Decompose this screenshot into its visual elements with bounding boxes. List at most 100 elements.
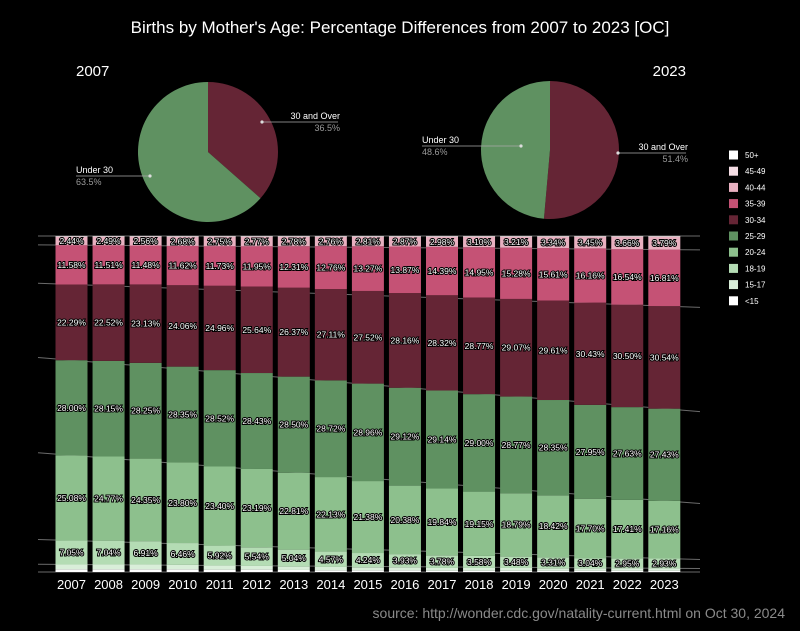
bar-2010-20-24 (166, 462, 199, 544)
bar-2011-35-39 (203, 246, 236, 286)
pie-2023-title: 2023 (653, 63, 686, 80)
data-label-2016-30-34: 28.16% (391, 335, 420, 345)
legend-label: <15 (745, 297, 759, 306)
data-label-2017-40-44: 2.98% (430, 237, 455, 247)
bar-2018-15-17 (463, 567, 496, 571)
bar-2018-45-49 (463, 236, 496, 237)
bar-2022-20-24 (611, 499, 644, 559)
bar-2007-20-24 (55, 455, 88, 541)
bar-2015-20-24 (351, 481, 384, 554)
data-label-2014-18-19: 4.57% (319, 554, 344, 564)
bar-2022-35-39 (611, 249, 644, 305)
bar-2010-35-39 (166, 245, 199, 286)
bar-2023-18-19 (648, 558, 681, 569)
x-tick-label: 2009 (131, 577, 160, 592)
data-label-2008-30-34: 22.52% (94, 318, 123, 328)
data-label-2008-40-44: 2.49% (96, 236, 121, 246)
pie-charts: Under 30 63.5% 30 and Over 36.5% Under 30 48.… (76, 80, 688, 223)
bar-2014-20-24 (314, 477, 347, 552)
bar-2008-<15 (92, 569, 125, 572)
pie-slice-percent: 63.5% (76, 177, 102, 187)
data-label-2009-30-34: 23.13% (131, 319, 160, 329)
data-label-2020-30-34: 29.61% (539, 345, 568, 355)
bar-2018-18-19 (463, 555, 496, 568)
data-label-2015-30-34: 27.52% (353, 332, 382, 342)
bar-2020-<15 (537, 570, 570, 572)
stacked-bars: 7.05% 25.08% 28.00% 22.29% 11.58% 2.44% 7.04% 2… (37, 235, 701, 573)
legend-label: 30-34 (745, 216, 766, 225)
data-label-2012-30-34: 25.64% (242, 325, 271, 335)
data-label-2015-35-39: 13.27% (353, 264, 382, 274)
pie-2007-title: 2007 (76, 63, 109, 80)
bar-2023-20-24 (648, 500, 681, 559)
bar-2007-30-34 (55, 284, 88, 361)
bar-2009-30-34 (129, 284, 162, 363)
data-label-2015-25-29: 28.96% (353, 427, 382, 437)
bar-2021-18-19 (574, 558, 607, 569)
bar-2023-25-29 (648, 408, 681, 501)
data-label-2022-25-29: 27.63% (613, 449, 642, 459)
data-label-2017-25-29: 29.14% (428, 435, 457, 445)
bar-2012-15-17 (240, 565, 273, 570)
bar-2012-25-29 (240, 373, 273, 469)
legend-swatch-25-29 (729, 231, 738, 241)
bar-2023-<15 (648, 570, 681, 572)
data-label-2008-18-19: 7.04% (96, 548, 121, 558)
data-label-2008-25-29: 28.15% (94, 404, 123, 414)
bar-2017-15-17 (426, 567, 458, 571)
bar-2019-35-39 (500, 247, 533, 299)
bar-2008-45-49 (92, 236, 125, 237)
legend-swatch-40-44 (729, 182, 738, 192)
bar-2018-35-39 (463, 247, 496, 298)
bar-2008-40-44 (92, 236, 125, 246)
bar-2010-<15 (166, 569, 199, 572)
data-label-2010-25-29: 28.35% (168, 410, 197, 420)
data-label-2023-40-44: 3.79% (652, 238, 677, 248)
bar-2019-40-44 (500, 236, 533, 248)
bar-2016-<15 (388, 570, 421, 572)
bar-2019-45-49 (500, 236, 533, 237)
bar-2021-20-24 (574, 498, 607, 559)
bar-2012-45-49 (240, 236, 273, 237)
bar-2020-20-24 (537, 495, 570, 558)
data-label-2015-40-44: 2.81% (356, 237, 381, 247)
data-label-2019-20-24: 18.79% (502, 520, 531, 530)
bar-2014-35-39 (314, 246, 347, 290)
bar-2016-20-24 (388, 485, 421, 555)
source-note: source: http://wonder.cdc.gov/natality-c… (373, 605, 786, 621)
bar-2019-20-24 (500, 493, 533, 557)
data-label-2018-30-34: 28.77% (465, 341, 494, 351)
bar-2013-18-19 (277, 549, 310, 567)
data-label-2010-35-39: 11.62% (169, 261, 198, 271)
data-label-2022-35-39: 16.54% (613, 272, 642, 282)
x-tick-label: 2011 (206, 577, 234, 592)
bar-2012-30-34 (240, 286, 273, 374)
bar-2023-15-17 (648, 568, 681, 571)
bar-2018-20-24 (463, 491, 496, 556)
pie-slice-percent: 36.5% (314, 123, 340, 133)
bar-2016-40-44 (388, 236, 421, 247)
bar-2015-35-39 (351, 246, 384, 291)
bar-2016-35-39 (388, 246, 421, 294)
bar-2016-25-29 (388, 387, 421, 486)
data-label-2016-35-39: 13.87% (391, 265, 420, 275)
data-label-2022-40-44: 3.66% (615, 238, 640, 248)
data-label-2021-30-34: 30.43% (576, 349, 605, 359)
bar-2011-18-19 (203, 545, 236, 566)
data-label-2020-35-39: 15.61% (539, 269, 568, 279)
data-label-2021-18-19: 3.04% (578, 558, 603, 568)
bar-2014-40-44 (314, 236, 347, 247)
bar-2015-<15 (351, 570, 384, 572)
x-tick-label: 2023 (650, 577, 679, 592)
x-tick-label: 2007 (57, 577, 86, 592)
bar-2011-30-34 (203, 285, 236, 371)
x-tick-label: 2022 (613, 577, 642, 592)
data-label-2021-25-29: 27.95% (576, 447, 605, 457)
pie-2023-slice-under-30 (481, 81, 550, 219)
data-label-2011-25-29: 28.52% (205, 413, 234, 423)
legend-label: 20-24 (745, 248, 766, 257)
data-label-2021-35-39: 16.16% (576, 271, 605, 281)
bar-2013-35-39 (277, 246, 310, 288)
bar-2008-35-39 (92, 245, 125, 285)
